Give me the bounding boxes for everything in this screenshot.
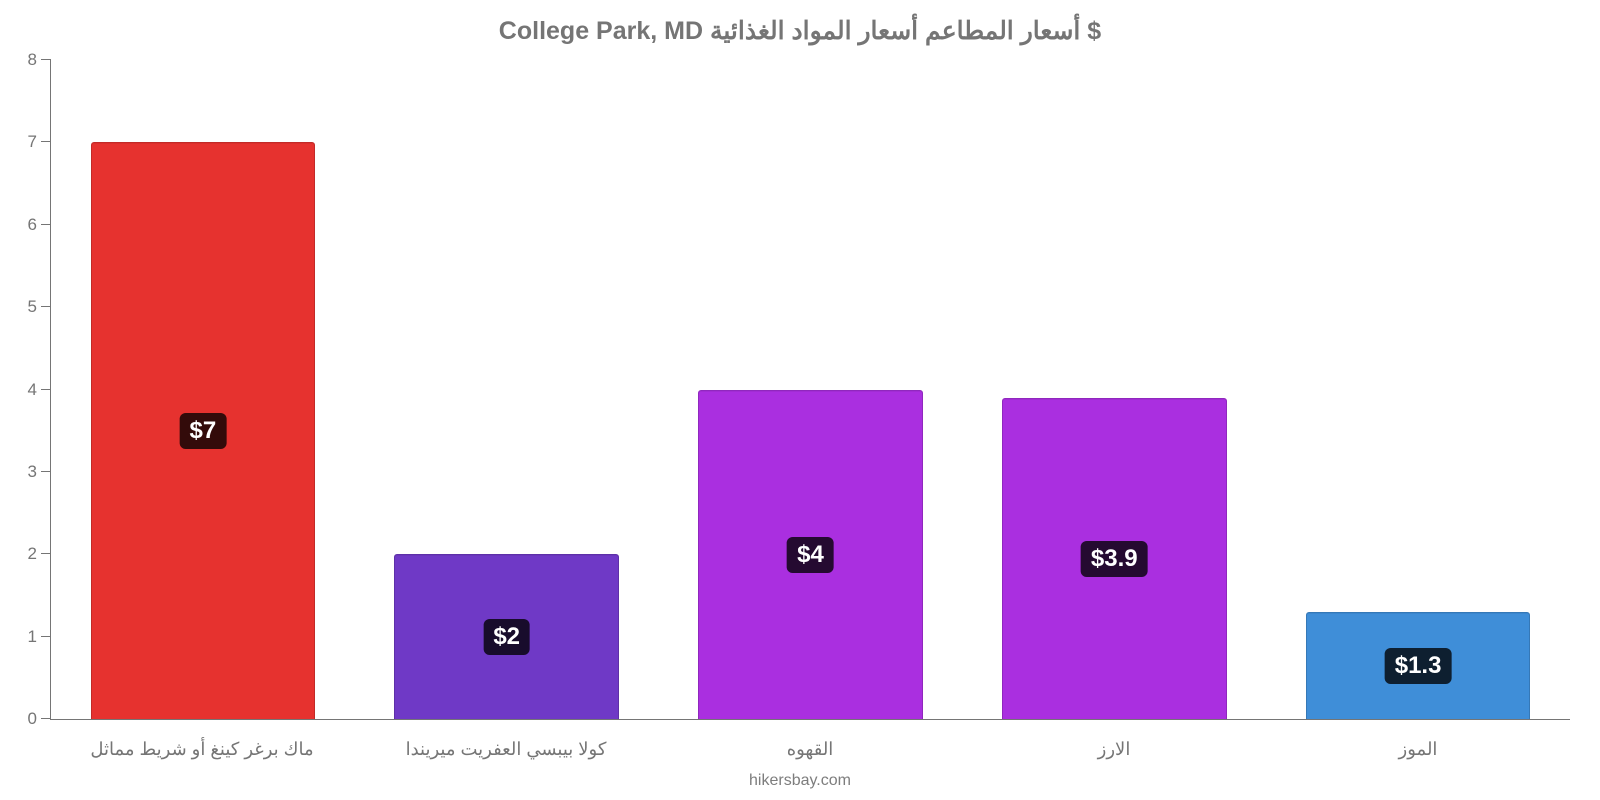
bar-slot: $3.9: [962, 60, 1266, 719]
y-tick-label: 2: [28, 544, 37, 564]
y-tick: [41, 224, 51, 225]
bar: $3.9: [1002, 398, 1227, 719]
bar-value-badge: $2: [483, 619, 530, 655]
y-tick-label: 1: [28, 627, 37, 647]
bar-value-badge: $4: [787, 537, 834, 573]
x-axis-label: القهوه: [658, 739, 962, 760]
x-axis-labels: ماك برغر كينغ أو شريط مماثلكولا بيبسي ال…: [50, 739, 1570, 760]
y-tick-label: 4: [28, 380, 37, 400]
y-tick-label: 8: [28, 50, 37, 70]
x-axis-label: كولا بيبسي العفريت ميريندا: [354, 739, 658, 760]
bar-value-badge: $7: [180, 413, 227, 449]
y-tick: [41, 718, 51, 719]
bars-container: $7 $2 $4 $3.9 $1.3: [51, 60, 1570, 719]
y-tick-label: 3: [28, 462, 37, 482]
y-tick-label: 5: [28, 297, 37, 317]
bar: $2: [394, 554, 619, 719]
y-tick: [41, 59, 51, 60]
bar-slot: $2: [355, 60, 659, 719]
bar-value-badge: $1.3: [1385, 648, 1452, 684]
x-axis-label: الموز: [1266, 739, 1570, 760]
y-tick: [41, 553, 51, 554]
y-tick: [41, 636, 51, 637]
price-bar-chart: College Park, MD أسعار المطاعم أسعار الم…: [0, 0, 1600, 800]
y-tick-label: 6: [28, 215, 37, 235]
y-tick: [41, 306, 51, 307]
chart-footer: hikersbay.com: [0, 772, 1600, 790]
y-tick-label: 0: [28, 709, 37, 729]
bar-slot: $4: [659, 60, 963, 719]
chart-title: College Park, MD أسعار المطاعم أسعار الم…: [0, 16, 1600, 46]
y-tick: [41, 141, 51, 142]
y-tick: [41, 389, 51, 390]
bar: $7: [91, 142, 316, 719]
y-tick: [41, 471, 51, 472]
axes: $7$2$4$3.9$1.3 012345678: [50, 60, 1570, 720]
bar-value-badge: $3.9: [1081, 541, 1148, 577]
bar-slot: $1.3: [1266, 60, 1570, 719]
bar: $4: [698, 390, 923, 720]
x-axis-label: ماك برغر كينغ أو شريط مماثل: [50, 739, 354, 760]
bar: $1.3: [1306, 612, 1531, 719]
plot-area: $7$2$4$3.9$1.3 012345678: [50, 60, 1570, 720]
x-axis-label: الارز: [962, 739, 1266, 760]
y-tick-label: 7: [28, 132, 37, 152]
bar-slot: $7: [51, 60, 355, 719]
